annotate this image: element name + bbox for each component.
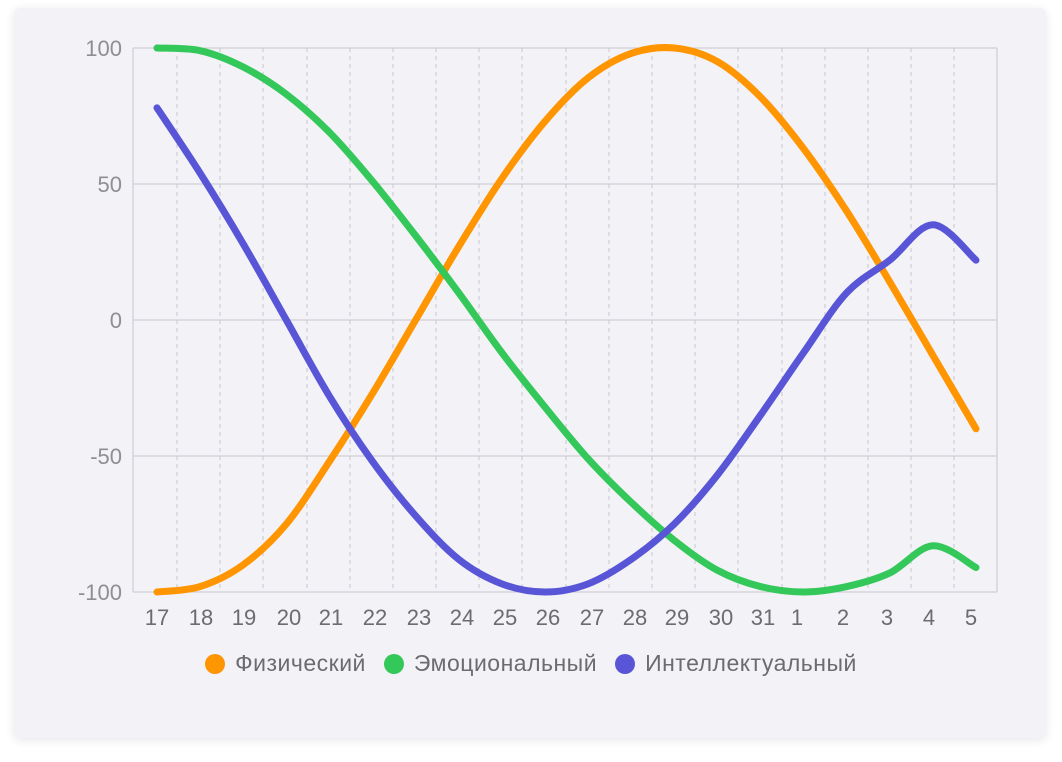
x-tick-label: 19 — [232, 605, 256, 630]
series-lines — [153, 44, 980, 596]
chart-card — [14, 8, 1046, 738]
x-tick-label: 22 — [363, 605, 387, 630]
x-tick-label: 29 — [665, 605, 689, 630]
legend: Физический Эмоциональный Интеллектуальный — [0, 650, 1062, 677]
x-tick-label: 4 — [923, 605, 935, 630]
legend-dot-icon — [615, 653, 636, 674]
grid — [132, 47, 998, 593]
x-tick-label: 1 — [791, 605, 803, 630]
legend-item: Физический — [205, 650, 366, 677]
x-tick-label: 31 — [751, 605, 775, 630]
y-tick-label: -50 — [90, 444, 122, 469]
x-tick-label: 25 — [493, 605, 517, 630]
legend-label: Интеллектуальный — [645, 650, 857, 676]
x-tick-label: 2 — [837, 605, 849, 630]
x-tick-label: 20 — [277, 605, 301, 630]
x-tick-label: 5 — [965, 605, 977, 630]
y-axis-ticks: 100 50 0 -50 -100 — [78, 36, 122, 605]
legend-item: Эмоциональный — [383, 650, 598, 677]
legend-dot-icon — [205, 653, 226, 674]
y-tick-label: 100 — [85, 36, 122, 61]
legend-dot-icon — [383, 653, 404, 674]
y-tick-label: 50 — [98, 172, 122, 197]
x-axis-ticks: 17 18 19 20 21 22 23 24 25 26 27 28 29 30 31 1 2 3 4 5 — [145, 605, 977, 630]
x-tick-label: 24 — [450, 605, 474, 630]
legend-label: Эмоциональный — [413, 650, 598, 676]
y-tick-label: 0 — [110, 308, 122, 333]
x-tick-label: 26 — [536, 605, 560, 630]
y-tick-label: -100 — [78, 580, 122, 605]
legend-item: Интеллектуальный — [615, 650, 857, 677]
x-tick-label: 27 — [580, 605, 604, 630]
x-tick-label: 17 — [145, 605, 169, 630]
x-tick-label: 30 — [709, 605, 733, 630]
series-line-2 — [153, 44, 980, 596]
series-line-1 — [153, 44, 980, 596]
x-tick-label: 3 — [881, 605, 893, 630]
legend-label: Физический — [235, 650, 366, 676]
x-tick-label: 21 — [319, 605, 343, 630]
x-tick-label: 23 — [407, 605, 431, 630]
x-tick-label: 28 — [623, 605, 647, 630]
series-line-3 — [153, 104, 980, 596]
x-tick-label: 18 — [189, 605, 213, 630]
